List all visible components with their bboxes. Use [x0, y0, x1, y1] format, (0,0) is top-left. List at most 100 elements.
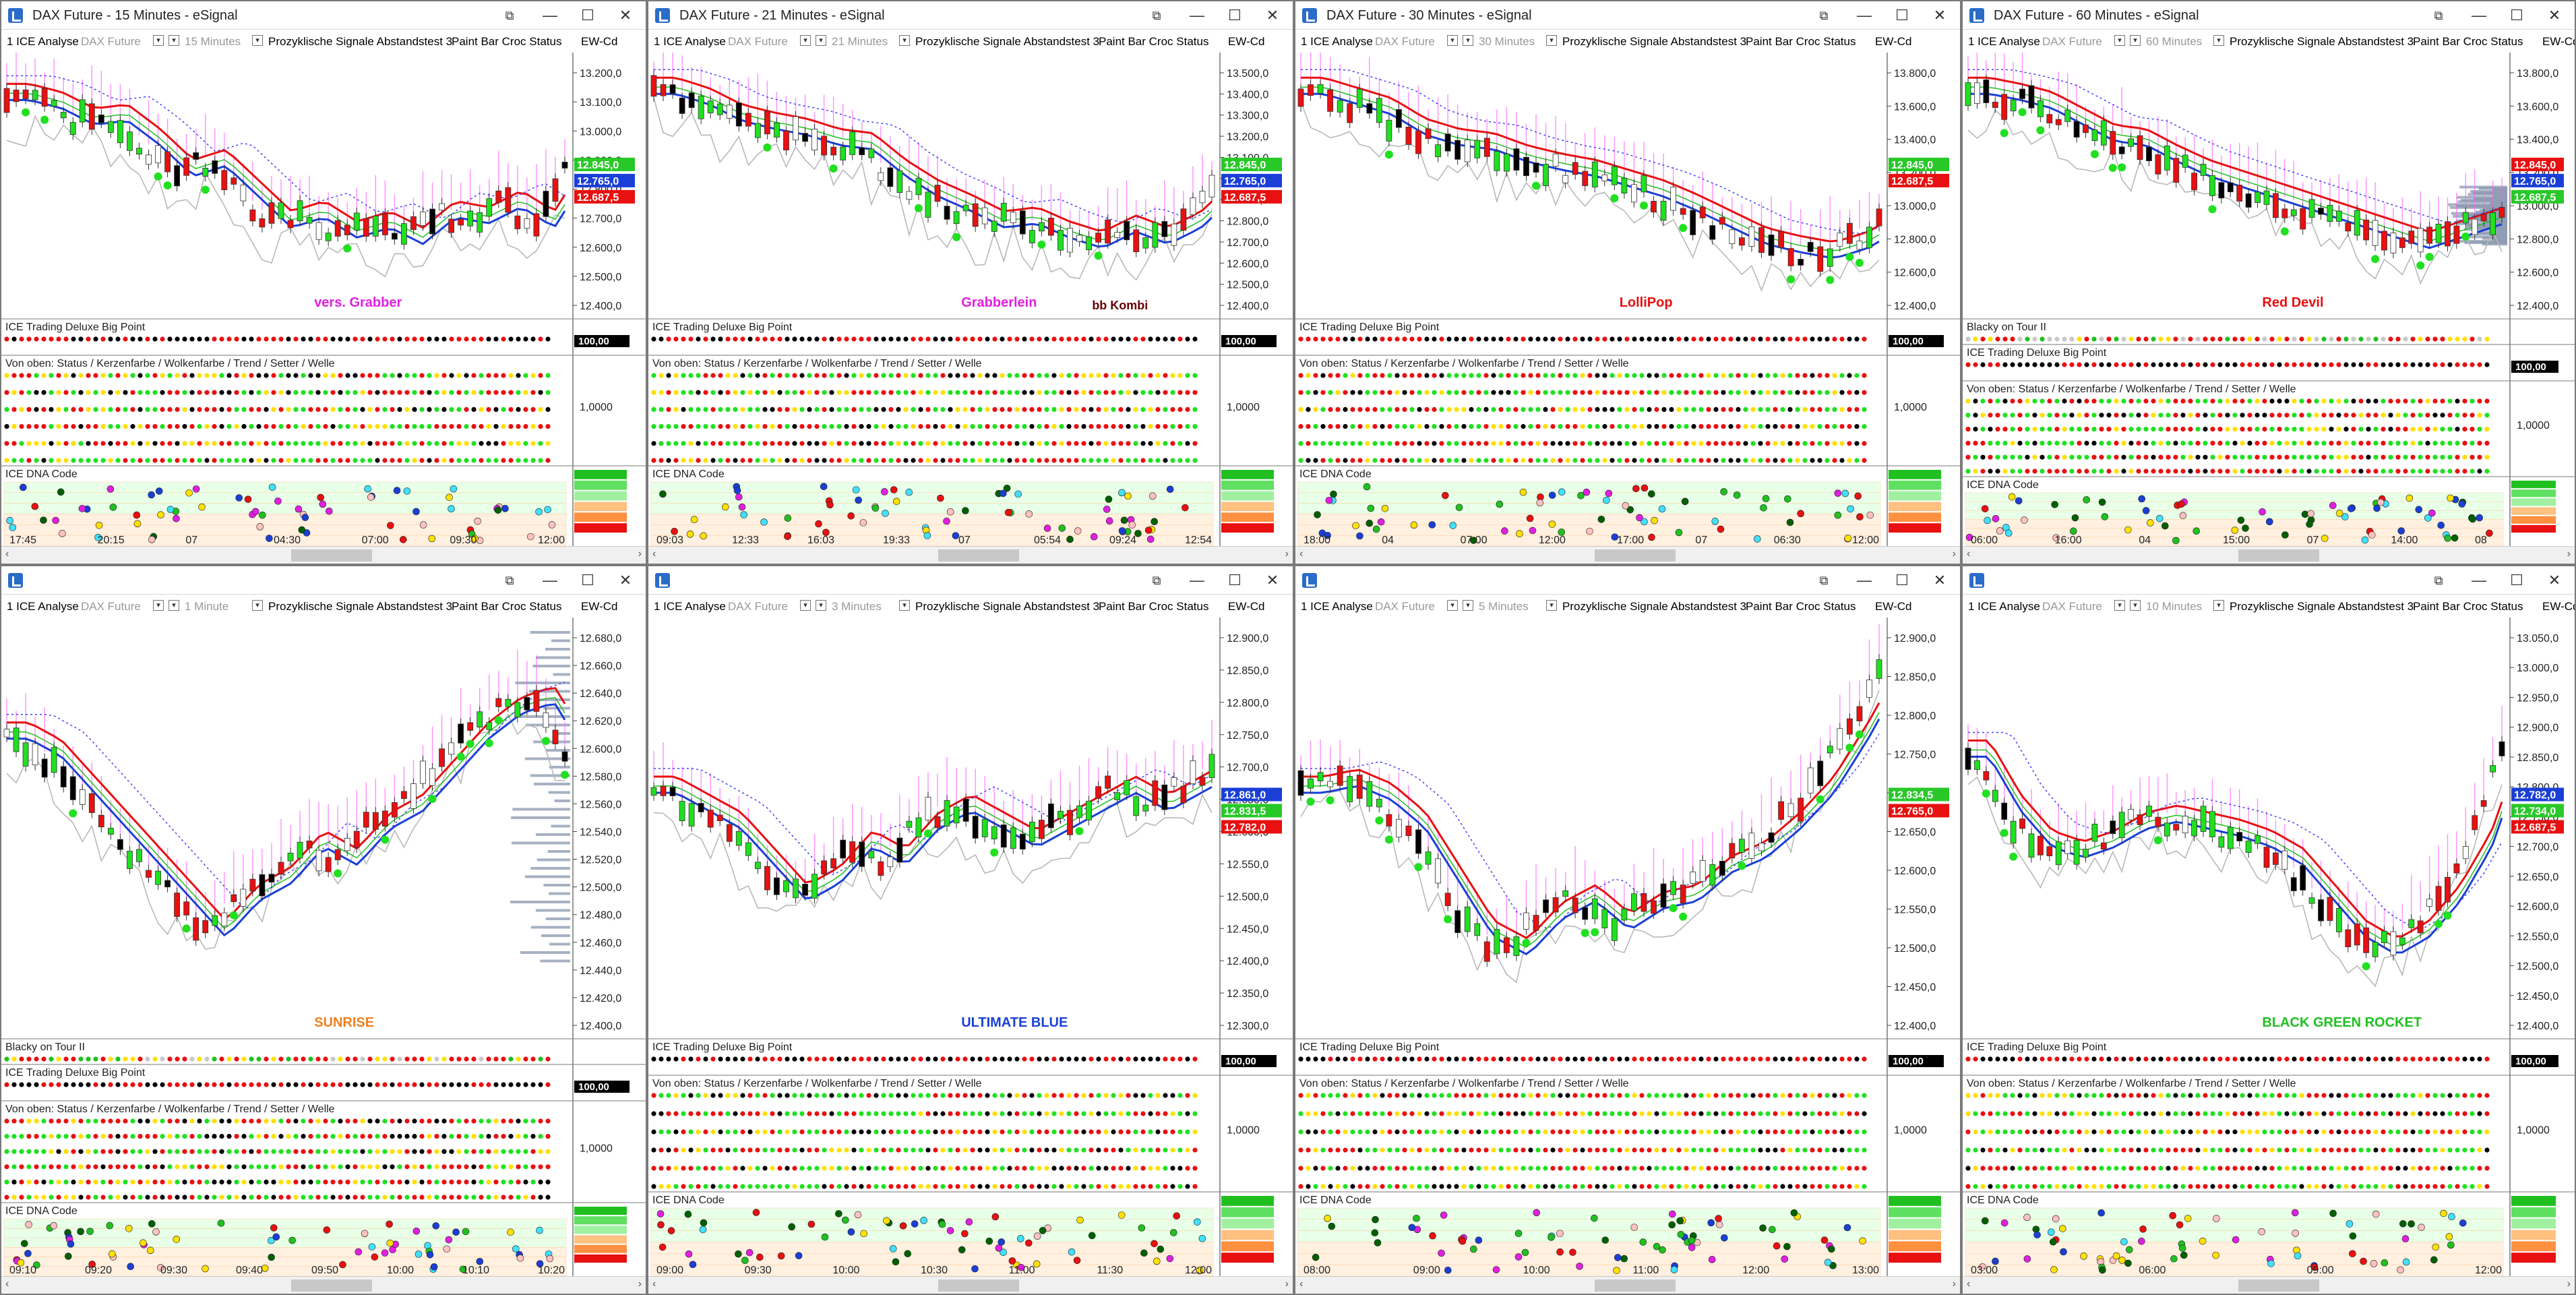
minimize-button[interactable]: —	[543, 7, 557, 24]
dropdown-icon[interactable]: ▾	[800, 600, 811, 611]
dropdown-icon[interactable]: ▾	[800, 35, 811, 46]
dropdown-icon[interactable]: ▾	[153, 35, 164, 46]
horizontal-scrollbar[interactable]: ‹ ›	[1, 1276, 646, 1294]
symbol-label[interactable]: DAX Future	[728, 35, 788, 48]
scrollbar-thumb[interactable]	[1594, 549, 1676, 562]
interval-label[interactable]: 3 Minutes	[832, 600, 882, 613]
close-button[interactable]: ✕	[1266, 7, 1279, 24]
maximize-button[interactable]: ☐	[1895, 7, 1909, 24]
horizontal-scrollbar[interactable]: ‹ ›	[1295, 546, 1960, 564]
ew-label[interactable]: EW-Cd	[581, 600, 618, 613]
symbol-label[interactable]: DAX Future	[728, 600, 788, 613]
close-button[interactable]: ✕	[619, 572, 632, 589]
dropdown-icon[interactable]: ▾	[2213, 35, 2224, 46]
symbol-label[interactable]: DAX Future	[1375, 35, 1435, 48]
study-name[interactable]: 1 ICE Analyse	[654, 600, 726, 613]
symbol-label[interactable]: DAX Future	[81, 35, 141, 48]
minimize-button[interactable]: —	[1190, 7, 1204, 24]
chart-window[interactable]: DAX Future - 60 Minutes - eSignal ⧉ — ☐ ✕ 1 I…	[1961, 0, 2576, 565]
maximize-button[interactable]: ☐	[2510, 7, 2523, 24]
scroll-right-icon[interactable]: ›	[2567, 548, 2571, 560]
minimize-button[interactable]: —	[543, 572, 557, 589]
chart-window[interactable]: ⧉ — ☐ ✕ 1 ICE Analyse DAX Future ▾ ▾ 3 Minutes ▾ P…	[647, 565, 1294, 1295]
interval-label[interactable]: 15 Minutes	[185, 35, 241, 48]
close-button[interactable]: ✕	[1933, 7, 1946, 24]
chart-window[interactable]: DAX Future - 21 Minutes - eSignal ⧉ — ☐ ✕ 1 I…	[647, 0, 1294, 565]
paintbar-label[interactable]: Paint Bar Croc Status	[1746, 35, 1856, 48]
restore-icon[interactable]: ⧉	[505, 9, 514, 22]
interval-label[interactable]: 21 Minutes	[832, 35, 888, 48]
ew-label[interactable]: EW-Cd	[1228, 600, 1265, 613]
horizontal-scrollbar[interactable]: ‹ ›	[1, 546, 646, 564]
scroll-right-icon[interactable]: ›	[1952, 548, 1956, 560]
dropdown-icon[interactable]: ▾	[899, 35, 910, 46]
maximize-button[interactable]: ☐	[581, 7, 594, 24]
dropdown-icon[interactable]: ▾	[1546, 35, 1557, 46]
restore-icon[interactable]: ⧉	[1152, 9, 1161, 22]
scroll-left-icon[interactable]: ‹	[5, 548, 9, 560]
minimize-button[interactable]: —	[1857, 7, 1872, 24]
scroll-left-icon[interactable]: ‹	[652, 548, 656, 560]
study-name[interactable]: 1 ICE Analyse	[654, 35, 726, 48]
dropdown-icon[interactable]: ▾	[1447, 35, 1458, 46]
paintbar-label[interactable]: Paint Bar Croc Status	[1099, 600, 1209, 613]
maximize-button[interactable]: ☐	[1228, 7, 1241, 24]
dropdown-icon[interactable]: ▾	[1463, 35, 1473, 46]
paintbar-label[interactable]: Paint Bar Croc Status	[2413, 35, 2523, 48]
maximize-button[interactable]: ☐	[581, 572, 594, 589]
ew-label[interactable]: EW-Cd	[1875, 35, 1912, 48]
dropdown-icon[interactable]: ▾	[2114, 35, 2125, 46]
signals-label[interactable]: Prozyklische Signale Abstandstest 3	[915, 35, 1100, 48]
signals-label[interactable]: Prozyklische Signale Abstandstest 3	[2230, 35, 2414, 48]
horizontal-scrollbar[interactable]: ‹ ›	[648, 546, 1293, 564]
chart-window[interactable]: DAX Future - 15 Minutes - eSignal ⧉ — ☐ ✕ 1 I…	[0, 0, 647, 565]
scroll-right-icon[interactable]: ›	[638, 1278, 642, 1290]
restore-icon[interactable]: ⧉	[2434, 9, 2443, 22]
chart-window[interactable]: DAX Future - 30 Minutes - eSignal ⧉ — ☐ ✕ 1 I…	[1294, 0, 1961, 565]
dropdown-icon[interactable]: ▾	[168, 600, 179, 611]
dropdown-icon[interactable]: ▾	[2130, 35, 2141, 46]
dropdown-icon[interactable]: ▾	[252, 35, 263, 46]
interval-label[interactable]: 30 Minutes	[1479, 35, 1535, 48]
ew-label[interactable]: EW-Cd	[581, 35, 618, 48]
scroll-left-icon[interactable]: ‹	[1299, 548, 1304, 560]
scrollbar-thumb[interactable]	[291, 1279, 373, 1292]
signals-label[interactable]: Prozyklische Signale Abstandstest 3	[915, 600, 1100, 613]
scrollbar-thumb[interactable]	[2238, 549, 2319, 562]
signals-label[interactable]: Prozyklische Signale Abstandstest 3	[268, 600, 453, 613]
symbol-label[interactable]: DAX Future	[2042, 35, 2102, 48]
dropdown-icon[interactable]: ▾	[252, 600, 263, 611]
close-button[interactable]: ✕	[619, 7, 632, 24]
dropdown-icon[interactable]: ▾	[816, 600, 826, 611]
dropdown-icon[interactable]: ▾	[899, 600, 910, 611]
close-button[interactable]: ✕	[1266, 572, 1279, 589]
dropdown-icon[interactable]: ▾	[168, 35, 179, 46]
paintbar-label[interactable]: Paint Bar Croc Status	[452, 35, 562, 48]
minimize-button[interactable]: —	[2472, 7, 2486, 24]
dropdown-icon[interactable]: ▾	[153, 600, 164, 611]
interval-label[interactable]: 1 Minute	[185, 600, 229, 613]
signals-label[interactable]: Prozyklische Signale Abstandstest 3	[1562, 35, 1747, 48]
restore-icon[interactable]: ⧉	[1819, 9, 1829, 22]
interval-label[interactable]: 60 Minutes	[2146, 35, 2203, 48]
restore-icon[interactable]: ⧉	[1152, 574, 1161, 587]
scroll-right-icon[interactable]: ›	[638, 548, 642, 560]
scroll-right-icon[interactable]: ›	[1285, 548, 1289, 560]
symbol-label[interactable]: DAX Future	[81, 600, 141, 613]
ew-label[interactable]: EW-Cd	[1228, 35, 1265, 48]
scrollbar-thumb[interactable]	[291, 549, 373, 562]
study-name[interactable]: 1 ICE Analyse	[1968, 35, 2040, 48]
minimize-button[interactable]: —	[1190, 572, 1204, 589]
close-button[interactable]: ✕	[2548, 7, 2561, 24]
ew-label[interactable]: EW-Cd	[2542, 35, 2575, 48]
maximize-button[interactable]: ☐	[1228, 572, 1241, 589]
study-name[interactable]: 1 ICE Analyse	[1301, 35, 1373, 48]
study-name[interactable]: 1 ICE Analyse	[7, 600, 79, 613]
study-name[interactable]: 1 ICE Analyse	[7, 35, 79, 48]
paintbar-label[interactable]: Paint Bar Croc Status	[1099, 35, 1209, 48]
chart-window[interactable]: ⧉ — ☐ ✕ 1 ICE Analyse DAX Future ▾ ▾ 1 Minute ▾ Pr…	[0, 565, 647, 1295]
restore-icon[interactable]: ⧉	[505, 574, 514, 587]
scroll-left-icon[interactable]: ‹	[5, 1278, 9, 1290]
dropdown-icon[interactable]: ▾	[816, 35, 826, 46]
signals-label[interactable]: Prozyklische Signale Abstandstest 3	[268, 35, 453, 48]
